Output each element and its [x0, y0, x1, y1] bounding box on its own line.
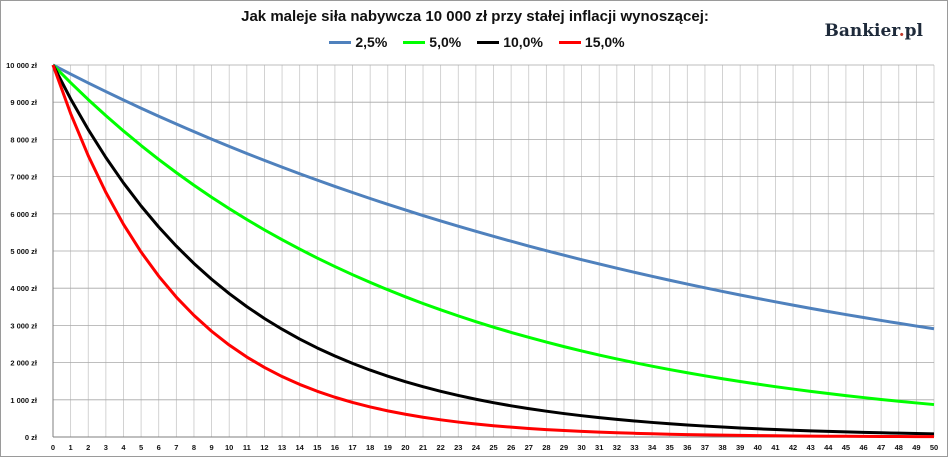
- x-tick-label: 4: [121, 443, 126, 452]
- x-tick-label: 35: [666, 443, 674, 452]
- legend-item: 2,5%: [325, 34, 387, 50]
- x-tick-label: 15: [313, 443, 321, 452]
- x-tick-label: 20: [401, 443, 409, 452]
- x-tick-label: 10: [225, 443, 233, 452]
- x-tick-label: 22: [436, 443, 444, 452]
- x-tick-label: 26: [507, 443, 515, 452]
- legend-label: 2,5%: [355, 34, 388, 50]
- x-tick-label: 39: [736, 443, 744, 452]
- x-tick-label: 13: [278, 443, 286, 452]
- x-tick-label: 14: [296, 443, 305, 452]
- logo-dot: .: [898, 21, 905, 41]
- series-line: [51, 64, 935, 439]
- x-tick-label: 31: [595, 443, 603, 452]
- x-tick-label: 48: [895, 443, 903, 452]
- x-tick-label: 18: [366, 443, 374, 452]
- y-tick-label: 10 000 zł: [6, 61, 38, 70]
- y-tick-label: 3 000 zł: [10, 321, 38, 330]
- x-tick-label: 41: [771, 443, 779, 452]
- x-tick-label: 46: [859, 443, 867, 452]
- x-tick-label: 49: [912, 443, 920, 452]
- x-tick-label: 25: [489, 443, 497, 452]
- legend-item: 15,0%: [555, 34, 625, 50]
- x-tick-label: 44: [824, 443, 833, 452]
- legend-label: 10,0%: [503, 34, 543, 50]
- x-tick-label: 21: [419, 443, 427, 452]
- x-tick-label: 9: [209, 443, 213, 452]
- x-tick-label: 11: [243, 443, 251, 452]
- x-tick-label: 0: [51, 443, 55, 452]
- y-tick-label: 1 000 zł: [10, 396, 38, 405]
- x-tick-label: 30: [577, 443, 585, 452]
- series-line: [52, 63, 935, 331]
- series-line: [51, 63, 935, 407]
- series-line: [51, 64, 935, 436]
- x-tick-label: 37: [701, 443, 709, 452]
- x-tick-label: 33: [630, 443, 638, 452]
- x-tick-label: 3: [104, 443, 108, 452]
- y-tick-label: 6 000 zł: [10, 210, 38, 219]
- x-tick-label: 47: [877, 443, 885, 452]
- x-tick-label: 27: [525, 443, 533, 452]
- legend-item: 5,0%: [399, 34, 461, 50]
- x-tick-label: 23: [454, 443, 462, 452]
- x-tick-label: 36: [683, 443, 691, 452]
- legend-item: 10,0%: [473, 34, 543, 50]
- x-tick-label: 7: [174, 443, 178, 452]
- x-tick-label: 32: [613, 443, 621, 452]
- x-tick-label: 29: [560, 443, 568, 452]
- x-tick-label: 45: [842, 443, 850, 452]
- x-tick-label: 1: [69, 443, 73, 452]
- x-tick-label: 2: [86, 443, 90, 452]
- x-tick-label: 6: [157, 443, 161, 452]
- legend-swatch: [403, 40, 426, 44]
- y-tick-label: 7 000 zł: [10, 173, 38, 182]
- x-tick-label: 12: [260, 443, 268, 452]
- y-tick-label: 9 000 zł: [10, 98, 38, 107]
- y-tick-label: 0 zł: [25, 433, 38, 442]
- logo-suffix: pl: [904, 21, 923, 41]
- bankier-logo: Bankier.pl: [825, 21, 923, 41]
- legend-label: 15,0%: [584, 34, 625, 50]
- y-tick-label: 5 000 zł: [10, 247, 38, 256]
- legend-label: 5,0%: [429, 34, 462, 50]
- x-tick-label: 38: [718, 443, 726, 452]
- legend-swatch: [477, 40, 500, 44]
- y-tick-label: 2 000 zł: [10, 359, 38, 368]
- x-tick-label: 24: [472, 443, 481, 452]
- x-tick-label: 28: [542, 443, 550, 452]
- chart-legend: 2,5% 5,0% 10,0% 15,0%: [1, 34, 948, 50]
- x-tick-label: 5: [139, 443, 143, 452]
- y-tick-label: 4 000 zł: [10, 284, 38, 293]
- x-tick-label: 16: [331, 443, 339, 452]
- x-tick-label: 42: [789, 443, 797, 452]
- x-tick-label: 40: [754, 443, 762, 452]
- x-tick-label: 34: [648, 443, 657, 452]
- x-tick-label: 50: [930, 443, 938, 452]
- x-tick-label: 19: [384, 443, 392, 452]
- x-tick-label: 43: [806, 443, 814, 452]
- x-tick-label: 8: [192, 443, 196, 452]
- logo-name: Bankier: [824, 21, 899, 41]
- y-tick-label: 8 000 zł: [10, 135, 38, 144]
- legend-swatch: [329, 40, 352, 44]
- legend-swatch: [558, 40, 581, 44]
- chart-title: Jak maleje siła nabywcza 10 000 zł przy …: [241, 8, 709, 25]
- x-tick-label: 17: [348, 443, 356, 452]
